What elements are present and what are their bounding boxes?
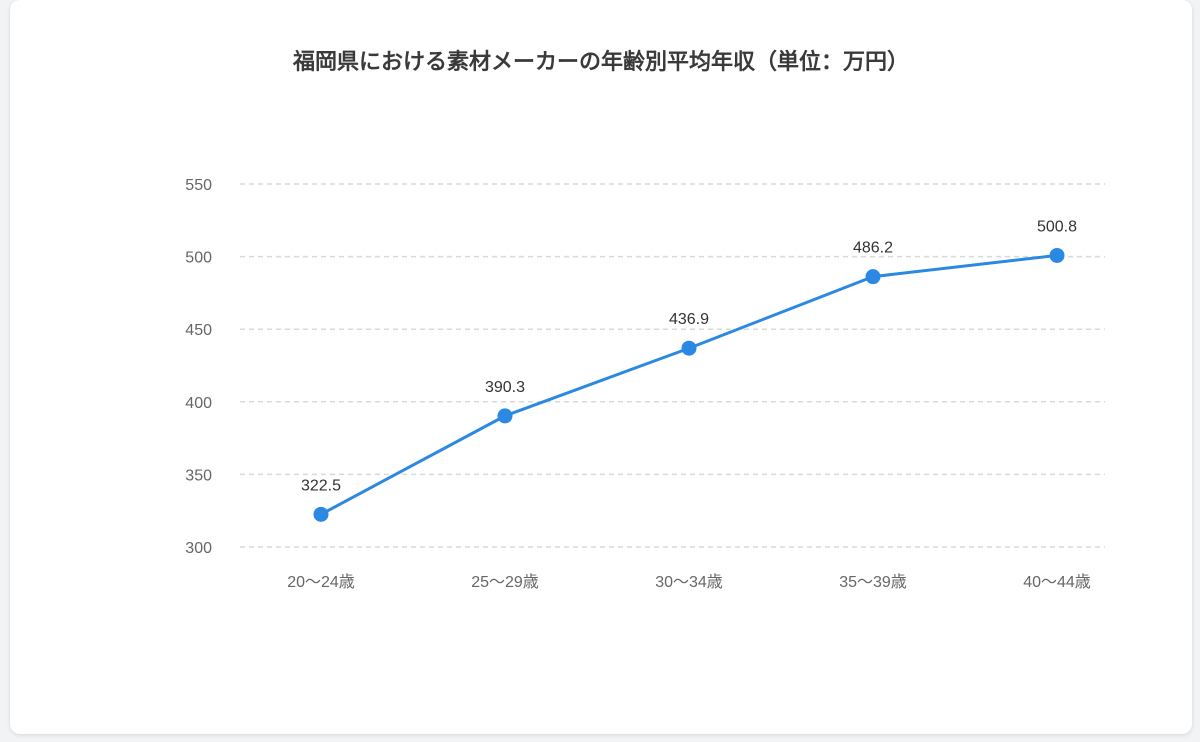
x-tick-label: 35〜39歳 <box>839 573 907 591</box>
data-labels: 322.5 390.3 436.9 486.2 500.8 <box>301 218 1077 494</box>
data-point <box>497 408 513 424</box>
y-tick-label: 450 <box>185 322 212 339</box>
chart-title: 福岡県における素材メーカーの年齢別平均年収（単位：万円） <box>292 50 909 75</box>
y-tick-label: 550 <box>185 177 212 194</box>
x-tick-label: 25〜29歳 <box>471 573 539 591</box>
x-axis-ticks: 20〜24歳 25〜29歳 30〜34歳 35〜39歳 40〜44歳 <box>287 573 1091 591</box>
x-tick-label: 20〜24歳 <box>287 573 355 591</box>
y-tick-label: 300 <box>185 540 212 557</box>
data-label: 322.5 <box>301 477 341 494</box>
data-label: 486.2 <box>853 240 893 257</box>
grid-lines <box>240 183 1105 548</box>
data-label: 390.3 <box>485 379 525 396</box>
data-point <box>1049 247 1065 263</box>
data-point <box>865 269 881 285</box>
data-points <box>313 247 1065 522</box>
y-axis-ticks: 300 350 400 450 500 550 <box>185 177 212 557</box>
x-tick-label: 40〜44歳 <box>1023 573 1091 591</box>
x-tick-label: 30〜34歳 <box>655 573 723 591</box>
data-point <box>681 340 697 356</box>
y-tick-label: 400 <box>185 395 212 412</box>
y-tick-label: 350 <box>185 467 212 484</box>
data-label: 500.8 <box>1037 218 1077 235</box>
chart-card: 福岡県における素材メーカーの年齢別平均年収（単位：万円） <box>10 0 1192 734</box>
series-line-path <box>320 253 1058 516</box>
data-point <box>313 506 329 522</box>
y-tick-label: 500 <box>185 250 212 267</box>
series-line <box>320 253 1058 516</box>
data-label: 436.9 <box>669 311 709 328</box>
